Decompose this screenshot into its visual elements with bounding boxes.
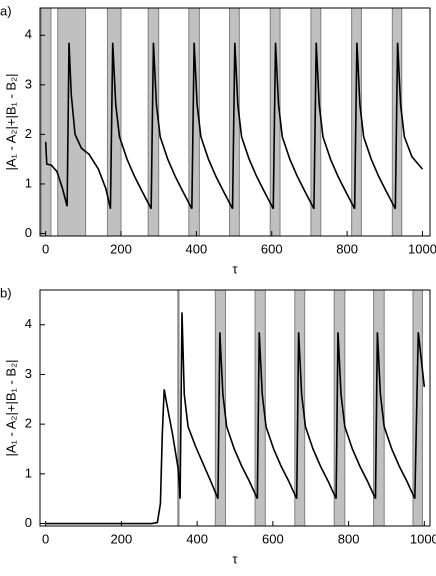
shaded-band bbox=[57, 7, 87, 237]
y-tick-label: 3 bbox=[25, 76, 32, 91]
y-tick-label: 0 bbox=[25, 515, 32, 530]
y-tick-label: 1 bbox=[25, 465, 32, 480]
y-tick-label: 4 bbox=[25, 27, 32, 42]
x-tick-label: 800 bbox=[336, 241, 358, 256]
y-tick-label: 2 bbox=[25, 416, 32, 431]
panel-label: b) bbox=[0, 285, 12, 300]
x-tick-label: 0 bbox=[42, 241, 49, 256]
x-tick-label: 600 bbox=[261, 241, 283, 256]
shaded-band bbox=[147, 7, 160, 237]
plot-frame bbox=[39, 289, 431, 527]
x-tick-label: 0 bbox=[42, 531, 49, 546]
y-tick-label: 1 bbox=[25, 175, 32, 190]
line bbox=[45, 312, 426, 525]
y-tick-label: 2 bbox=[25, 126, 32, 141]
x-axis-label: τ bbox=[232, 261, 238, 276]
x-axis-label: τ bbox=[232, 551, 238, 566]
shaded-band bbox=[188, 7, 200, 237]
x-tick-label: 800 bbox=[338, 531, 360, 546]
y-axis-label: |A₁ - A₂|+|B₁ - B₂| bbox=[3, 73, 18, 170]
y-axis-label: |A₁ - A₂|+|B₁ - B₂| bbox=[3, 359, 18, 456]
y-tick-label: 0 bbox=[25, 225, 32, 240]
x-tick-label: 600 bbox=[262, 531, 284, 546]
plot-frame bbox=[39, 7, 431, 237]
x-tick-label: 1000 bbox=[408, 241, 436, 256]
y-tick-label: 3 bbox=[25, 366, 32, 381]
x-tick-label: 1000 bbox=[410, 531, 436, 546]
panel-label: a) bbox=[0, 3, 12, 18]
x-tick-label: 400 bbox=[186, 531, 208, 546]
shaded-band bbox=[40, 7, 52, 237]
x-tick-label: 200 bbox=[110, 241, 132, 256]
x-tick-label: 400 bbox=[186, 241, 208, 256]
y-tick-label: 4 bbox=[25, 316, 32, 331]
x-tick-label: 200 bbox=[111, 531, 133, 546]
line bbox=[44, 42, 424, 210]
